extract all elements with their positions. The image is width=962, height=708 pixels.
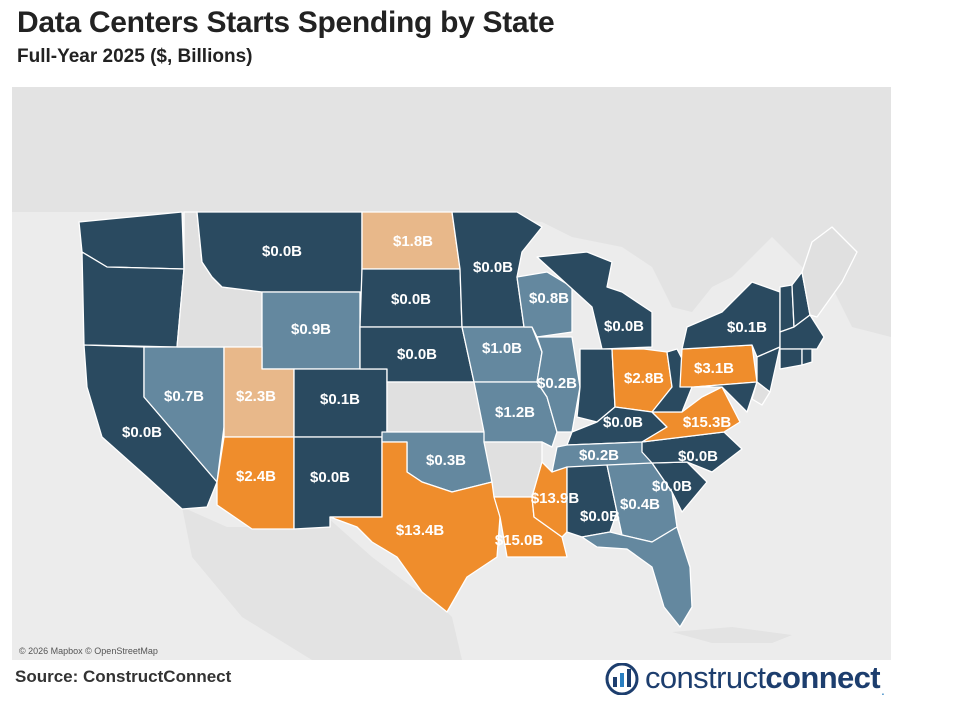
state-value-label-sd: $0.0B [391,291,431,308]
state-value-label-tx: $13.4B [396,522,445,539]
state-value-label-wy: $0.9B [291,321,331,338]
caribbean-landmass [672,627,792,643]
state-value-label-co: $0.1B [320,391,360,408]
state-value-label-tn: $0.2B [579,447,619,464]
state-value-label-ne: $0.0B [397,346,437,363]
logo-wordmark: constructconnect. [645,659,885,699]
state-value-label-nv: $0.7B [164,388,204,405]
state-ks[interactable] [386,381,485,433]
state-value-label-ny: $0.1B [727,319,767,336]
state-ct[interactable] [779,348,803,370]
source-note: Source: ConstructConnect [15,667,232,686]
map-attribution[interactable]: © 2026 Mapbox © OpenStreetMap [19,646,158,656]
state-value-label-oh: $2.8B [624,370,664,387]
state-value-label-nc: $0.0B [678,448,718,465]
state-value-label-wi: $0.8B [529,290,569,307]
state-value-label-ut: $2.3B [236,388,276,405]
mexico-landmass [182,507,462,660]
state-value-label-al: $0.0B [580,508,620,525]
state-value-label-ga: $0.4B [620,496,660,513]
page-subtitle: Full-Year 2025 ($, Billions) [17,46,253,67]
state-value-label-pa: $3.1B [694,360,734,377]
state-de[interactable] [751,381,771,406]
state-value-label-mi: $0.0B [604,318,644,335]
state-me[interactable] [801,226,858,318]
state-value-label-sc: $0.0B [652,478,692,495]
state-value-label-mt: $0.0B [262,243,302,260]
state-il[interactable] [536,336,581,433]
state-value-label-mn: $0.0B [473,259,513,276]
state-value-label-az: $2.4B [236,468,276,485]
state-fl[interactable] [581,526,693,628]
page-title: Data Centers Starts Spending by State [17,6,555,39]
state-value-label-ky: $0.0B [603,414,643,431]
state-mi[interactable] [536,251,653,350]
state-value-label-ia: $1.0B [482,340,522,357]
state-value-label-va: $15.3B [683,414,732,431]
state-ar[interactable] [483,441,543,498]
state-va[interactable] [641,386,741,443]
state-wi[interactable] [516,271,573,338]
state-value-label-nd: $1.8B [393,233,433,250]
choropleth-map[interactable]: $0.0B $0.7B $0.0B $0.9B $2.3B $2.4B $0.1B $0.0B… [12,87,891,660]
labels-layer: $0.0B $0.7B $0.0B $0.9B $2.3B $2.4B $0.1B $0.0B… [122,233,767,549]
state-value-label-ca: $0.0B [122,424,162,441]
logo-bold-text: connect [765,659,881,695]
logo-regular-text: construct [645,659,766,695]
state-md[interactable] [693,381,758,413]
state-value-label-mo: $1.2B [495,404,535,421]
constructconnect-logo: constructconnect. [605,659,885,699]
state-nc[interactable] [641,431,743,473]
map-canvas: $0.0B $0.7B $0.0B $0.9B $2.3B $2.4B $0.1B $0.0B… [12,87,891,660]
state-value-label-la: $15.0B [495,532,544,549]
state-value-label-ok: $0.3B [426,452,466,469]
states-layer [78,211,858,628]
state-ri[interactable] [801,348,813,366]
state-value-label-ms: $13.9B [531,490,580,507]
state-value-label-nm: $0.0B [310,469,350,486]
logo-dot: . [881,682,885,699]
bar-chart-logo-icon [605,663,639,695]
state-value-label-il: $0.2B [537,375,577,392]
